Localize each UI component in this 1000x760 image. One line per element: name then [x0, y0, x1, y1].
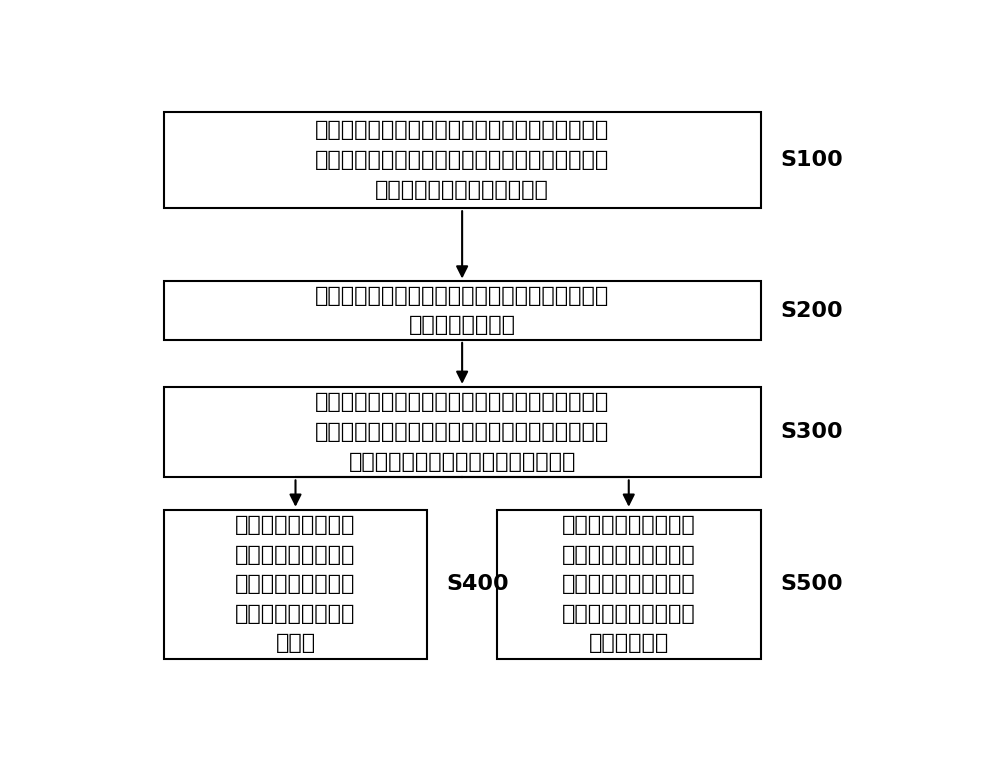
FancyBboxPatch shape [497, 510, 761, 659]
Text: S200: S200 [780, 301, 843, 321]
FancyBboxPatch shape [164, 510, 427, 659]
Text: S500: S500 [780, 575, 843, 594]
FancyBboxPatch shape [164, 112, 761, 208]
Text: 在所述第二测量传感
器只有一种时，根据
所述判断结果确定所
述往复压缩机是否存
在故障: 在所述第二测量传感 器只有一种时，根据 所述判断结果确定所 述往复压缩机是否存 … [235, 515, 356, 654]
FancyBboxPatch shape [164, 281, 761, 340]
Text: 通过所述第一测量传感器获得所述往复压缩机的曲
轴的旋转角度，且通过所述第二测量传感器获取与
所述旋转角度对应的传感信息: 通过所述第一测量传感器获得所述往复压缩机的曲 轴的旋转角度，且通过所述第二测量传… [315, 120, 609, 200]
Text: 根据与所述第二测量传感器对应的分段判断规则对
与所述第二测量传感器对应的各分段的传感信息进
行单独分析判断，获得对应的判断结果: 根据与所述第二测量传感器对应的分段判断规则对 与所述第二测量传感器对应的各分段的… [315, 392, 609, 472]
Text: S300: S300 [780, 422, 843, 442]
FancyBboxPatch shape [164, 387, 761, 477]
Text: S100: S100 [780, 150, 843, 170]
Text: 根据所述旋转角度将获取的所述传感信息进行对应
的预设数量的分段: 根据所述旋转角度将获取的所述传感信息进行对应 的预设数量的分段 [315, 286, 609, 335]
Text: 在所述第二测量传感器
有两种及以上时，对所
述判断结果进行综合分
析确定所述往复压缩机
是否存在故障: 在所述第二测量传感器 有两种及以上时，对所 述判断结果进行综合分 析确定所述往复… [562, 515, 696, 654]
Text: S400: S400 [447, 575, 509, 594]
